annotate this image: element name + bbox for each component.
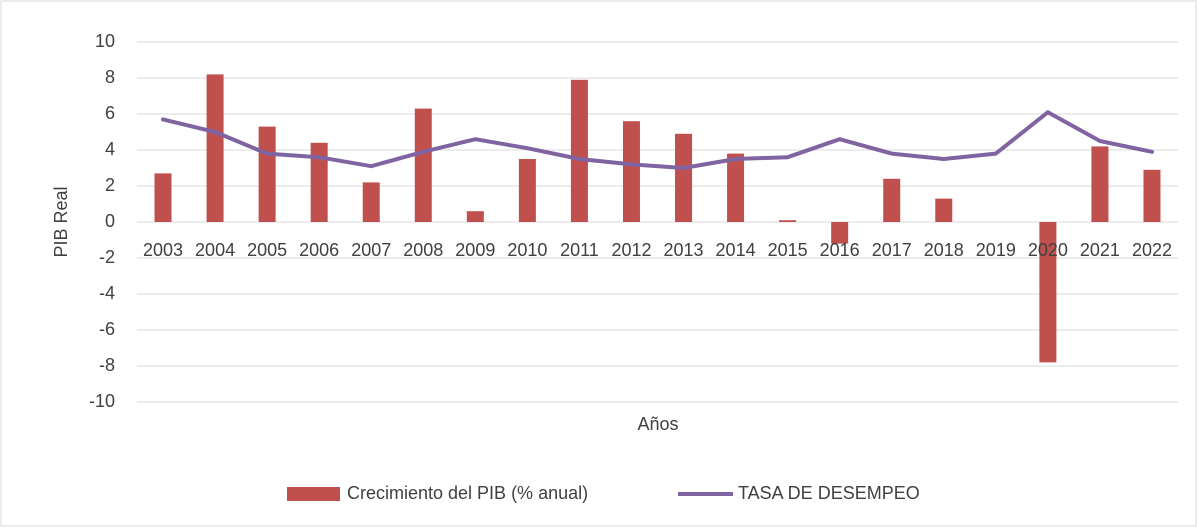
x-tick-label: 2018 <box>924 240 964 260</box>
legend-label: Crecimiento del PIB (% anual) <box>347 483 588 503</box>
y-tick-label: 0 <box>105 211 115 231</box>
bar <box>518 159 536 222</box>
x-tick-label: 2011 <box>560 240 599 260</box>
bar <box>779 220 797 222</box>
bar <box>206 74 224 223</box>
bar <box>258 126 276 222</box>
x-tick-label: 2016 <box>820 240 860 260</box>
x-tick-label: 2009 <box>455 240 495 260</box>
bar <box>154 173 172 222</box>
y-tick-label: -10 <box>89 391 115 411</box>
x-tick-label: 2003 <box>143 240 183 260</box>
y-tick-label: -4 <box>99 283 115 303</box>
bar <box>727 153 745 222</box>
legend-label: TASA DE DESEMPEO <box>738 483 920 503</box>
bar <box>1039 222 1057 363</box>
x-tick-label: 2021 <box>1080 240 1120 260</box>
x-tick-label: 2020 <box>1028 240 1068 260</box>
x-axis-title: Años <box>637 414 678 434</box>
bar <box>310 142 328 222</box>
x-tick-label: 2004 <box>195 240 235 260</box>
bar <box>883 178 901 222</box>
bar <box>935 198 953 222</box>
bar <box>622 121 640 222</box>
line <box>161 110 1154 170</box>
y-tick-label: 6 <box>105 103 115 123</box>
y-tick-label: 10 <box>95 31 115 51</box>
bar <box>1143 169 1161 222</box>
y-tick-label: 8 <box>105 67 115 87</box>
bar <box>570 79 588 222</box>
bar <box>675 133 693 222</box>
bar <box>831 222 849 244</box>
y-tick-label: 4 <box>105 139 115 159</box>
y-tick-label: -2 <box>99 247 115 267</box>
x-tick-label: 2006 <box>299 240 339 260</box>
x-tick-label: 2012 <box>611 240 651 260</box>
bar <box>1091 146 1109 222</box>
legend-swatch <box>287 487 340 501</box>
bar <box>414 108 432 222</box>
y-tick-label: 2 <box>105 175 115 195</box>
bar <box>362 182 380 222</box>
x-tick-label: 2010 <box>507 240 547 260</box>
x-tick-label: 2007 <box>351 240 391 260</box>
x-tick-label: 2017 <box>872 240 912 260</box>
x-tick-label: 2014 <box>716 240 756 260</box>
y-tick-label: -6 <box>99 319 115 339</box>
x-tick-label: 2005 <box>247 240 287 260</box>
y-tick-label: -8 <box>99 355 115 375</box>
x-tick-label: 2015 <box>768 240 808 260</box>
x-tick-label: 2022 <box>1132 240 1172 260</box>
x-tick-label: 2019 <box>976 240 1016 260</box>
x-tick-label: 2013 <box>664 240 704 260</box>
y-axis-title: PIB Real <box>51 186 71 257</box>
bar <box>466 211 484 222</box>
x-tick-label: 2008 <box>403 240 443 260</box>
